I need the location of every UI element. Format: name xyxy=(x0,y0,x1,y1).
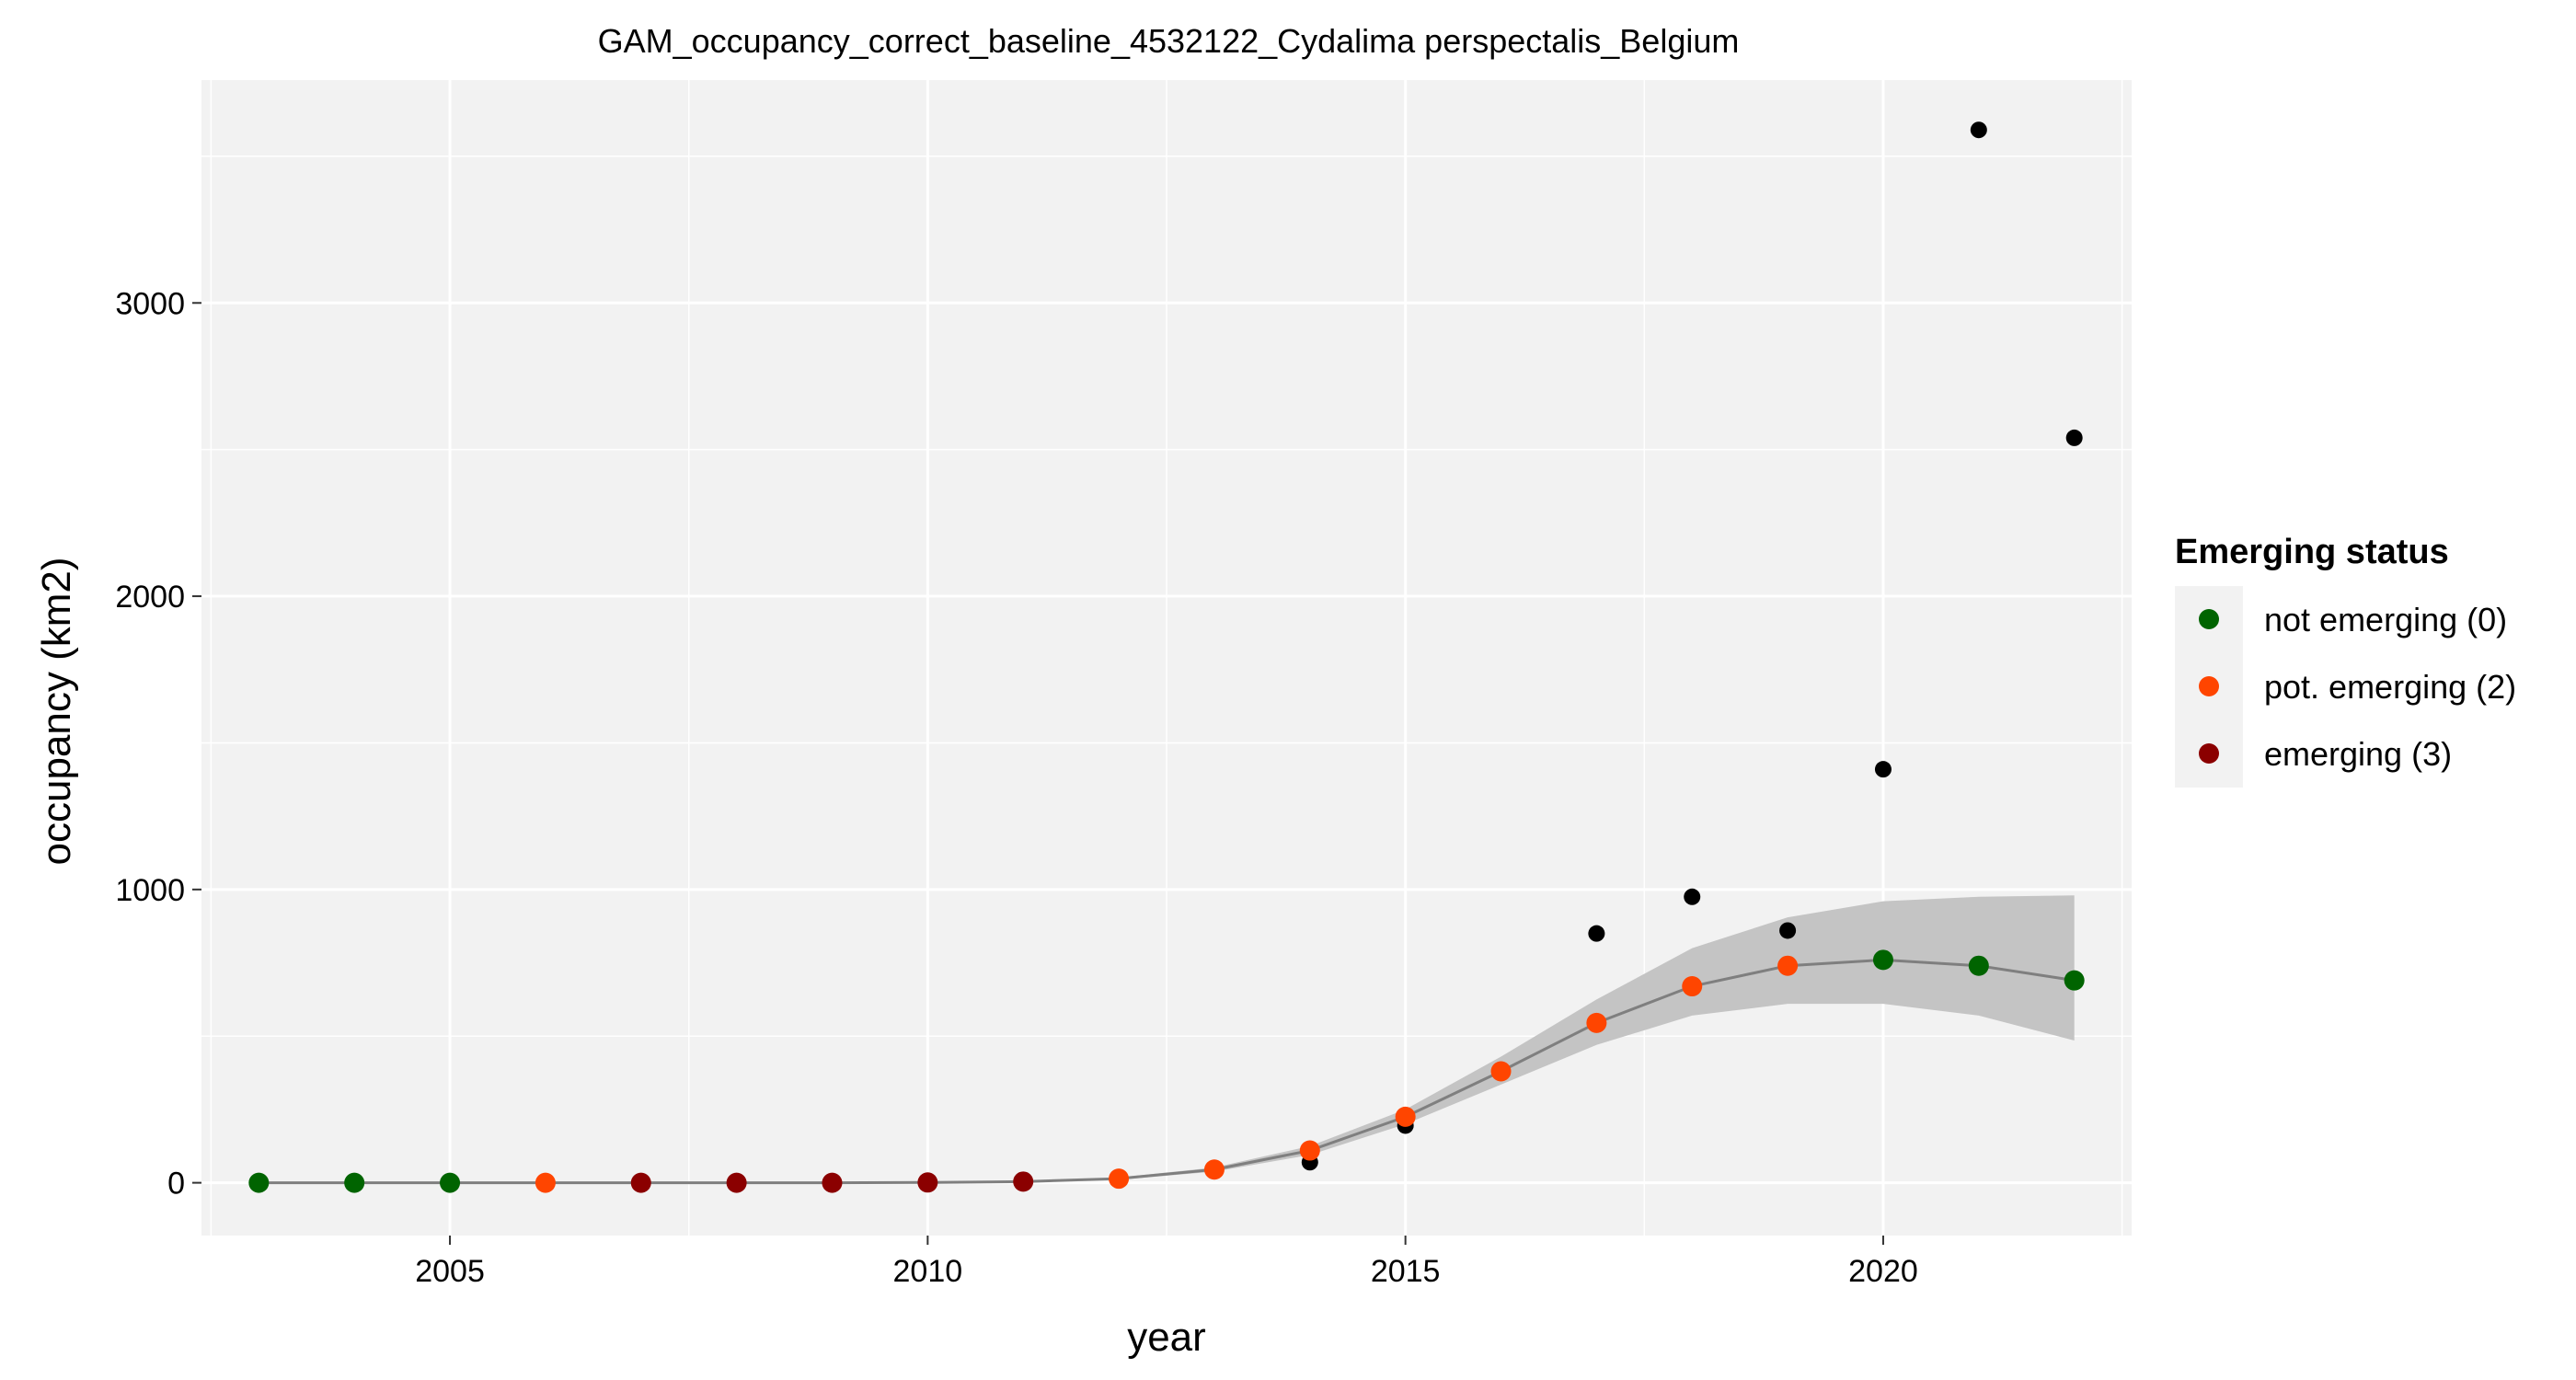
confidence-band xyxy=(259,895,2075,1183)
fitted-point xyxy=(1395,1106,1416,1127)
legend-label-not-emerging: not emerging (0) xyxy=(2264,601,2507,638)
fitted-point xyxy=(1109,1168,1130,1190)
fitted-point xyxy=(1013,1171,1034,1192)
legend: Emerging status not emerging (0) pot. em… xyxy=(2175,533,2516,788)
legend-key-not-emerging xyxy=(2199,609,2219,629)
fitted-point xyxy=(726,1172,747,1193)
fitted-point xyxy=(1777,955,1799,976)
x-tick-label: 2015 xyxy=(1371,1254,1441,1289)
fitted-point xyxy=(630,1172,651,1193)
legend-title: Emerging status xyxy=(2175,533,2449,571)
observed-point xyxy=(2065,429,2083,446)
fitted-point xyxy=(1203,1159,1225,1180)
fitted-point xyxy=(1968,955,1989,976)
legend-label-emerging: emerging (3) xyxy=(2264,735,2452,773)
y-tick-label: 3000 xyxy=(115,286,185,321)
chart-title: GAM_occupancy_correct_baseline_4532122_C… xyxy=(598,22,1740,60)
fitted-point xyxy=(535,1172,556,1193)
grid-minor xyxy=(201,80,2132,1236)
observed-point xyxy=(1588,925,1605,942)
observed-point xyxy=(1970,121,1987,139)
fit-line xyxy=(259,958,2075,1185)
x-tick-label: 2020 xyxy=(1848,1254,1918,1289)
x-axis-ticks: 2005 2010 2015 2020 xyxy=(415,1236,1918,1289)
fitted-point xyxy=(344,1172,365,1193)
fitted-point xyxy=(248,1172,270,1193)
fitted-point xyxy=(1586,1012,1607,1033)
observed-point xyxy=(1874,761,1892,778)
x-tick-label: 2005 xyxy=(415,1254,485,1289)
y-axis-ticks: 0 1000 2000 3000 xyxy=(115,286,201,1202)
observed-point xyxy=(1779,922,1797,939)
fitted-point xyxy=(917,1172,938,1193)
fitted-points xyxy=(248,949,2085,1193)
y-tick-label: 0 xyxy=(167,1167,185,1202)
fitted-point xyxy=(1490,1061,1512,1082)
observed-point xyxy=(1684,888,1701,905)
x-tick-label: 2010 xyxy=(893,1254,963,1289)
fitted-point xyxy=(440,1172,461,1193)
y-axis-title: occupancy (km2) xyxy=(34,557,79,865)
legend-key-pot-emerging xyxy=(2199,676,2219,696)
legend-key-emerging xyxy=(2199,743,2219,764)
y-tick-label: 2000 xyxy=(115,580,185,615)
fitted-point xyxy=(1872,949,1893,971)
fitted-point xyxy=(1299,1140,1320,1161)
fitted-point xyxy=(1682,976,1703,997)
legend-label-pot-emerging: pot. emerging (2) xyxy=(2264,668,2516,706)
x-axis-title: year xyxy=(1127,1315,1206,1360)
fitted-point xyxy=(822,1172,843,1193)
fitted-point xyxy=(2064,970,2085,991)
y-tick-label: 1000 xyxy=(115,873,185,908)
